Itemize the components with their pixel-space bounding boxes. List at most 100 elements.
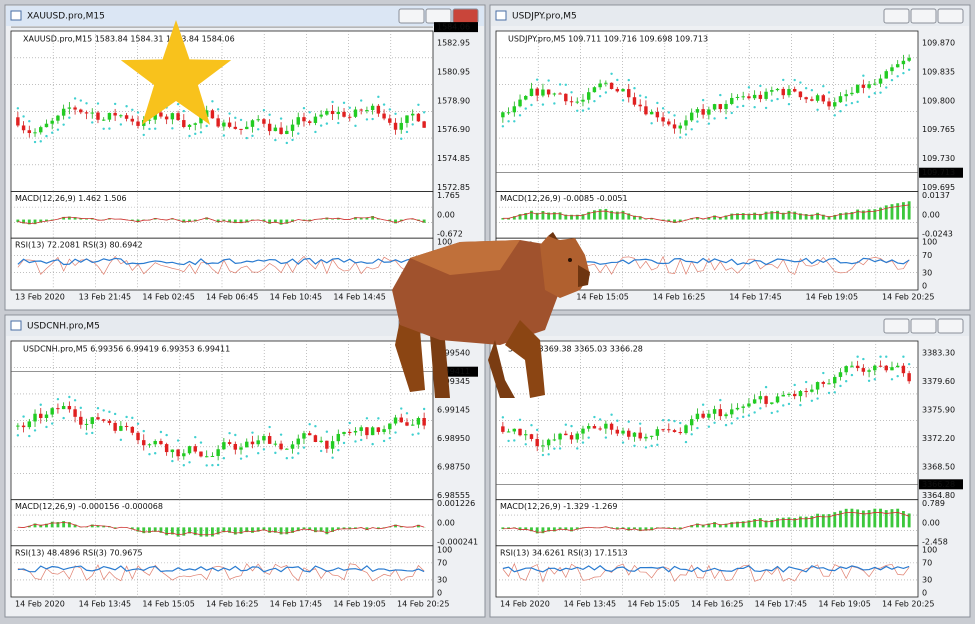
time-label: 14 Feb 14:45: [333, 293, 385, 302]
price-tick-label: 6.98950: [437, 434, 470, 443]
candle-body: [124, 115, 129, 119]
sar-dot: [405, 130, 409, 134]
candle-body: [365, 110, 369, 112]
candle-body: [410, 424, 415, 426]
sar-dot: [879, 355, 882, 358]
price-tick-label: 1580.95: [437, 67, 470, 76]
candle-body: [239, 128, 243, 130]
sar-dot: [707, 122, 711, 125]
sar-dot: [850, 101, 854, 105]
minimize-button[interactable]: [883, 318, 910, 334]
candle-body: [130, 118, 135, 122]
time-label: 14 Feb 13:45: [564, 600, 616, 609]
candle-body: [416, 113, 421, 122]
sar-dot: [239, 457, 243, 460]
time-label: 14 Feb 10:45: [270, 293, 322, 302]
sar-dot: [593, 99, 596, 103]
candle-body: [147, 119, 152, 121]
candle-body: [325, 110, 329, 115]
candle-body: [353, 430, 358, 433]
candle-body: [604, 82, 608, 84]
candle-body: [416, 417, 421, 425]
sar-dot: [782, 78, 785, 82]
candle-body: [558, 93, 562, 95]
candle-body: [136, 432, 140, 441]
sar-dot: [673, 419, 676, 423]
sar-dot: [176, 439, 180, 442]
candle-body: [227, 122, 232, 127]
candle-body: [256, 119, 260, 121]
sar-dot: [205, 124, 208, 128]
candle-body: [296, 438, 300, 445]
candle-body: [609, 82, 614, 89]
candle-body: [667, 429, 671, 431]
rsi-tick-label: 30: [437, 576, 447, 585]
price-tick-label: 109.800: [922, 96, 955, 105]
candle-body: [262, 436, 266, 441]
sar-dot: [759, 84, 762, 88]
rsi-label: RSI(13) 48.4896 RSI(3) 70.9675: [15, 548, 143, 557]
close-button[interactable]: [452, 8, 479, 24]
title-bar: [491, 316, 969, 336]
current-price-label: 6.99411: [437, 367, 470, 376]
sar-dot: [68, 395, 71, 399]
rsi-tick-label: 30: [922, 268, 932, 277]
sar-dot: [319, 124, 323, 127]
sar-dot: [188, 461, 191, 464]
sar-dot: [388, 436, 392, 440]
candle-body: [581, 99, 585, 102]
candle-body: [348, 432, 352, 434]
candle-body: [245, 126, 249, 130]
current-price-box: [434, 22, 478, 33]
sar-dot: [148, 453, 151, 456]
candle-body: [867, 370, 871, 372]
candle-body: [821, 95, 826, 102]
candle-body: [182, 453, 186, 457]
sar-dot: [285, 141, 289, 145]
candle-body: [535, 438, 539, 447]
sar-dot: [810, 399, 814, 402]
candle-body: [376, 427, 381, 432]
time-label: 14 Feb 17:45: [729, 293, 781, 302]
sar-dot: [262, 448, 266, 451]
maximize-button[interactable]: [910, 318, 937, 334]
candle-body: [575, 101, 579, 103]
title-bar: [6, 316, 484, 336]
macd-signal: [502, 512, 910, 533]
current-price-label: 1584.06: [437, 23, 470, 32]
sar-dot: [96, 102, 100, 105]
maximize-button[interactable]: [910, 8, 937, 24]
sar-dot: [148, 127, 151, 131]
maximize-button[interactable]: [425, 8, 452, 24]
sar-dot: [171, 459, 174, 463]
candle-body: [712, 409, 717, 414]
candle-body: [850, 365, 854, 367]
close-button[interactable]: [937, 318, 964, 334]
sar-dot: [564, 83, 568, 86]
candle-body: [815, 95, 820, 101]
candle-body: [707, 413, 711, 418]
sar-dot: [576, 447, 579, 450]
candle-body: [193, 123, 197, 125]
sar-dot: [518, 418, 522, 421]
time-label: 14 Feb 2020: [500, 600, 550, 609]
candle-body: [684, 425, 688, 434]
sar-dot: [131, 108, 134, 111]
sar-dot: [348, 421, 351, 425]
sar-dot: [862, 357, 865, 361]
candle-body: [250, 120, 255, 127]
sar-dot: [764, 106, 768, 110]
sar-dot: [102, 409, 105, 412]
sar-dot: [776, 410, 779, 413]
minimize-button[interactable]: [883, 8, 910, 24]
sar-dot: [890, 378, 894, 381]
candle-body: [210, 110, 215, 119]
sar-dot: [119, 123, 123, 126]
sar-dot: [279, 117, 283, 120]
close-button[interactable]: [937, 8, 964, 24]
sar-dot: [793, 78, 796, 82]
candle-body: [844, 94, 848, 97]
chart-window: USDJPY.pro,M5 109.870 109.835 109.800 109.76…: [489, 4, 971, 311]
candle-body: [575, 433, 579, 440]
minimize-button[interactable]: [398, 8, 425, 24]
